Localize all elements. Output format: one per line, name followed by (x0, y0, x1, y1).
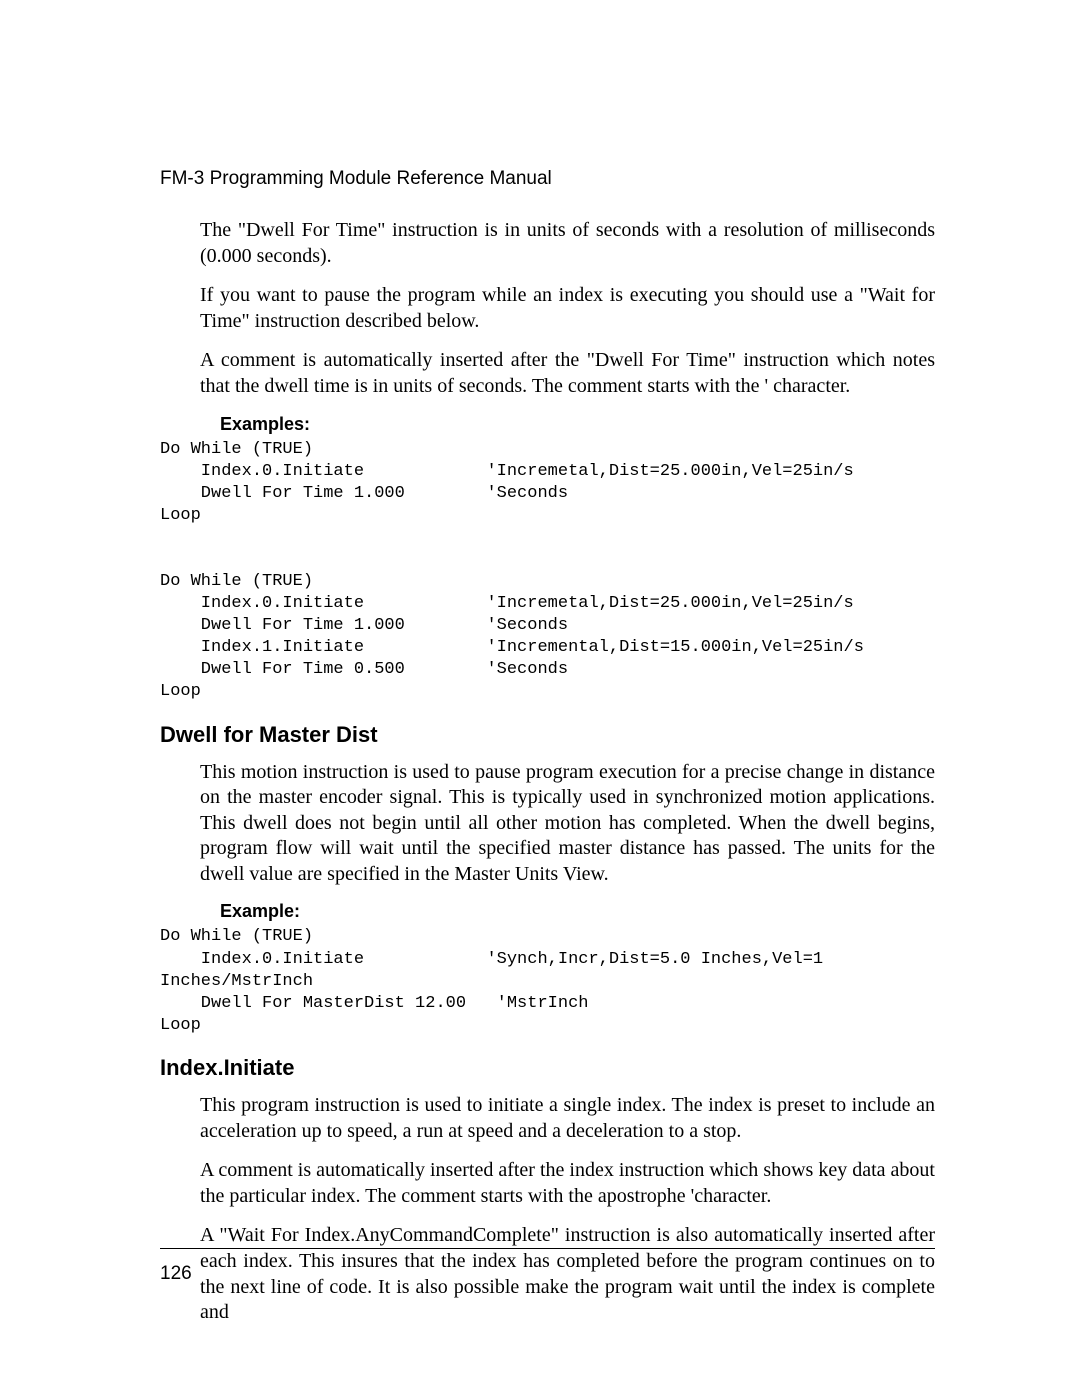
intro-paragraph-2: If you want to pause the program while a… (200, 283, 935, 334)
page: FM-3 Programming Module Reference Manual… (0, 0, 1080, 1397)
section3-paragraph-3: A "Wait For Index.AnyCommandComplete" in… (200, 1223, 935, 1325)
intro-paragraph-1: The "Dwell For Time" instruction is in u… (200, 218, 935, 269)
running-header: FM-3 Programming Module Reference Manual (160, 168, 935, 190)
code-example-1b: Do While (TRUE) Index.0.Initiate 'Increm… (160, 571, 935, 704)
section3-paragraph-1: This program instruction is used to init… (200, 1093, 935, 1144)
intro-paragraph-3: A comment is automatically inserted afte… (200, 348, 935, 399)
section2-paragraph-1: This motion instruction is used to pause… (200, 760, 935, 888)
section3-paragraph-2: A comment is automatically inserted afte… (200, 1158, 935, 1209)
code-example-2: Do While (TRUE) Index.0.Initiate 'Synch,… (160, 926, 935, 1036)
section-heading-index-initiate: Index.Initiate (160, 1055, 935, 1081)
example-label-2: Example: (220, 901, 935, 922)
examples-label-1: Examples: (220, 414, 935, 435)
spacer (160, 537, 935, 571)
page-number: 126 (160, 1263, 192, 1285)
code-example-1a: Do While (TRUE) Index.0.Initiate 'Increm… (160, 439, 935, 527)
section-heading-dwell-master-dist: Dwell for Master Dist (160, 722, 935, 748)
footer-rule (160, 1248, 935, 1249)
